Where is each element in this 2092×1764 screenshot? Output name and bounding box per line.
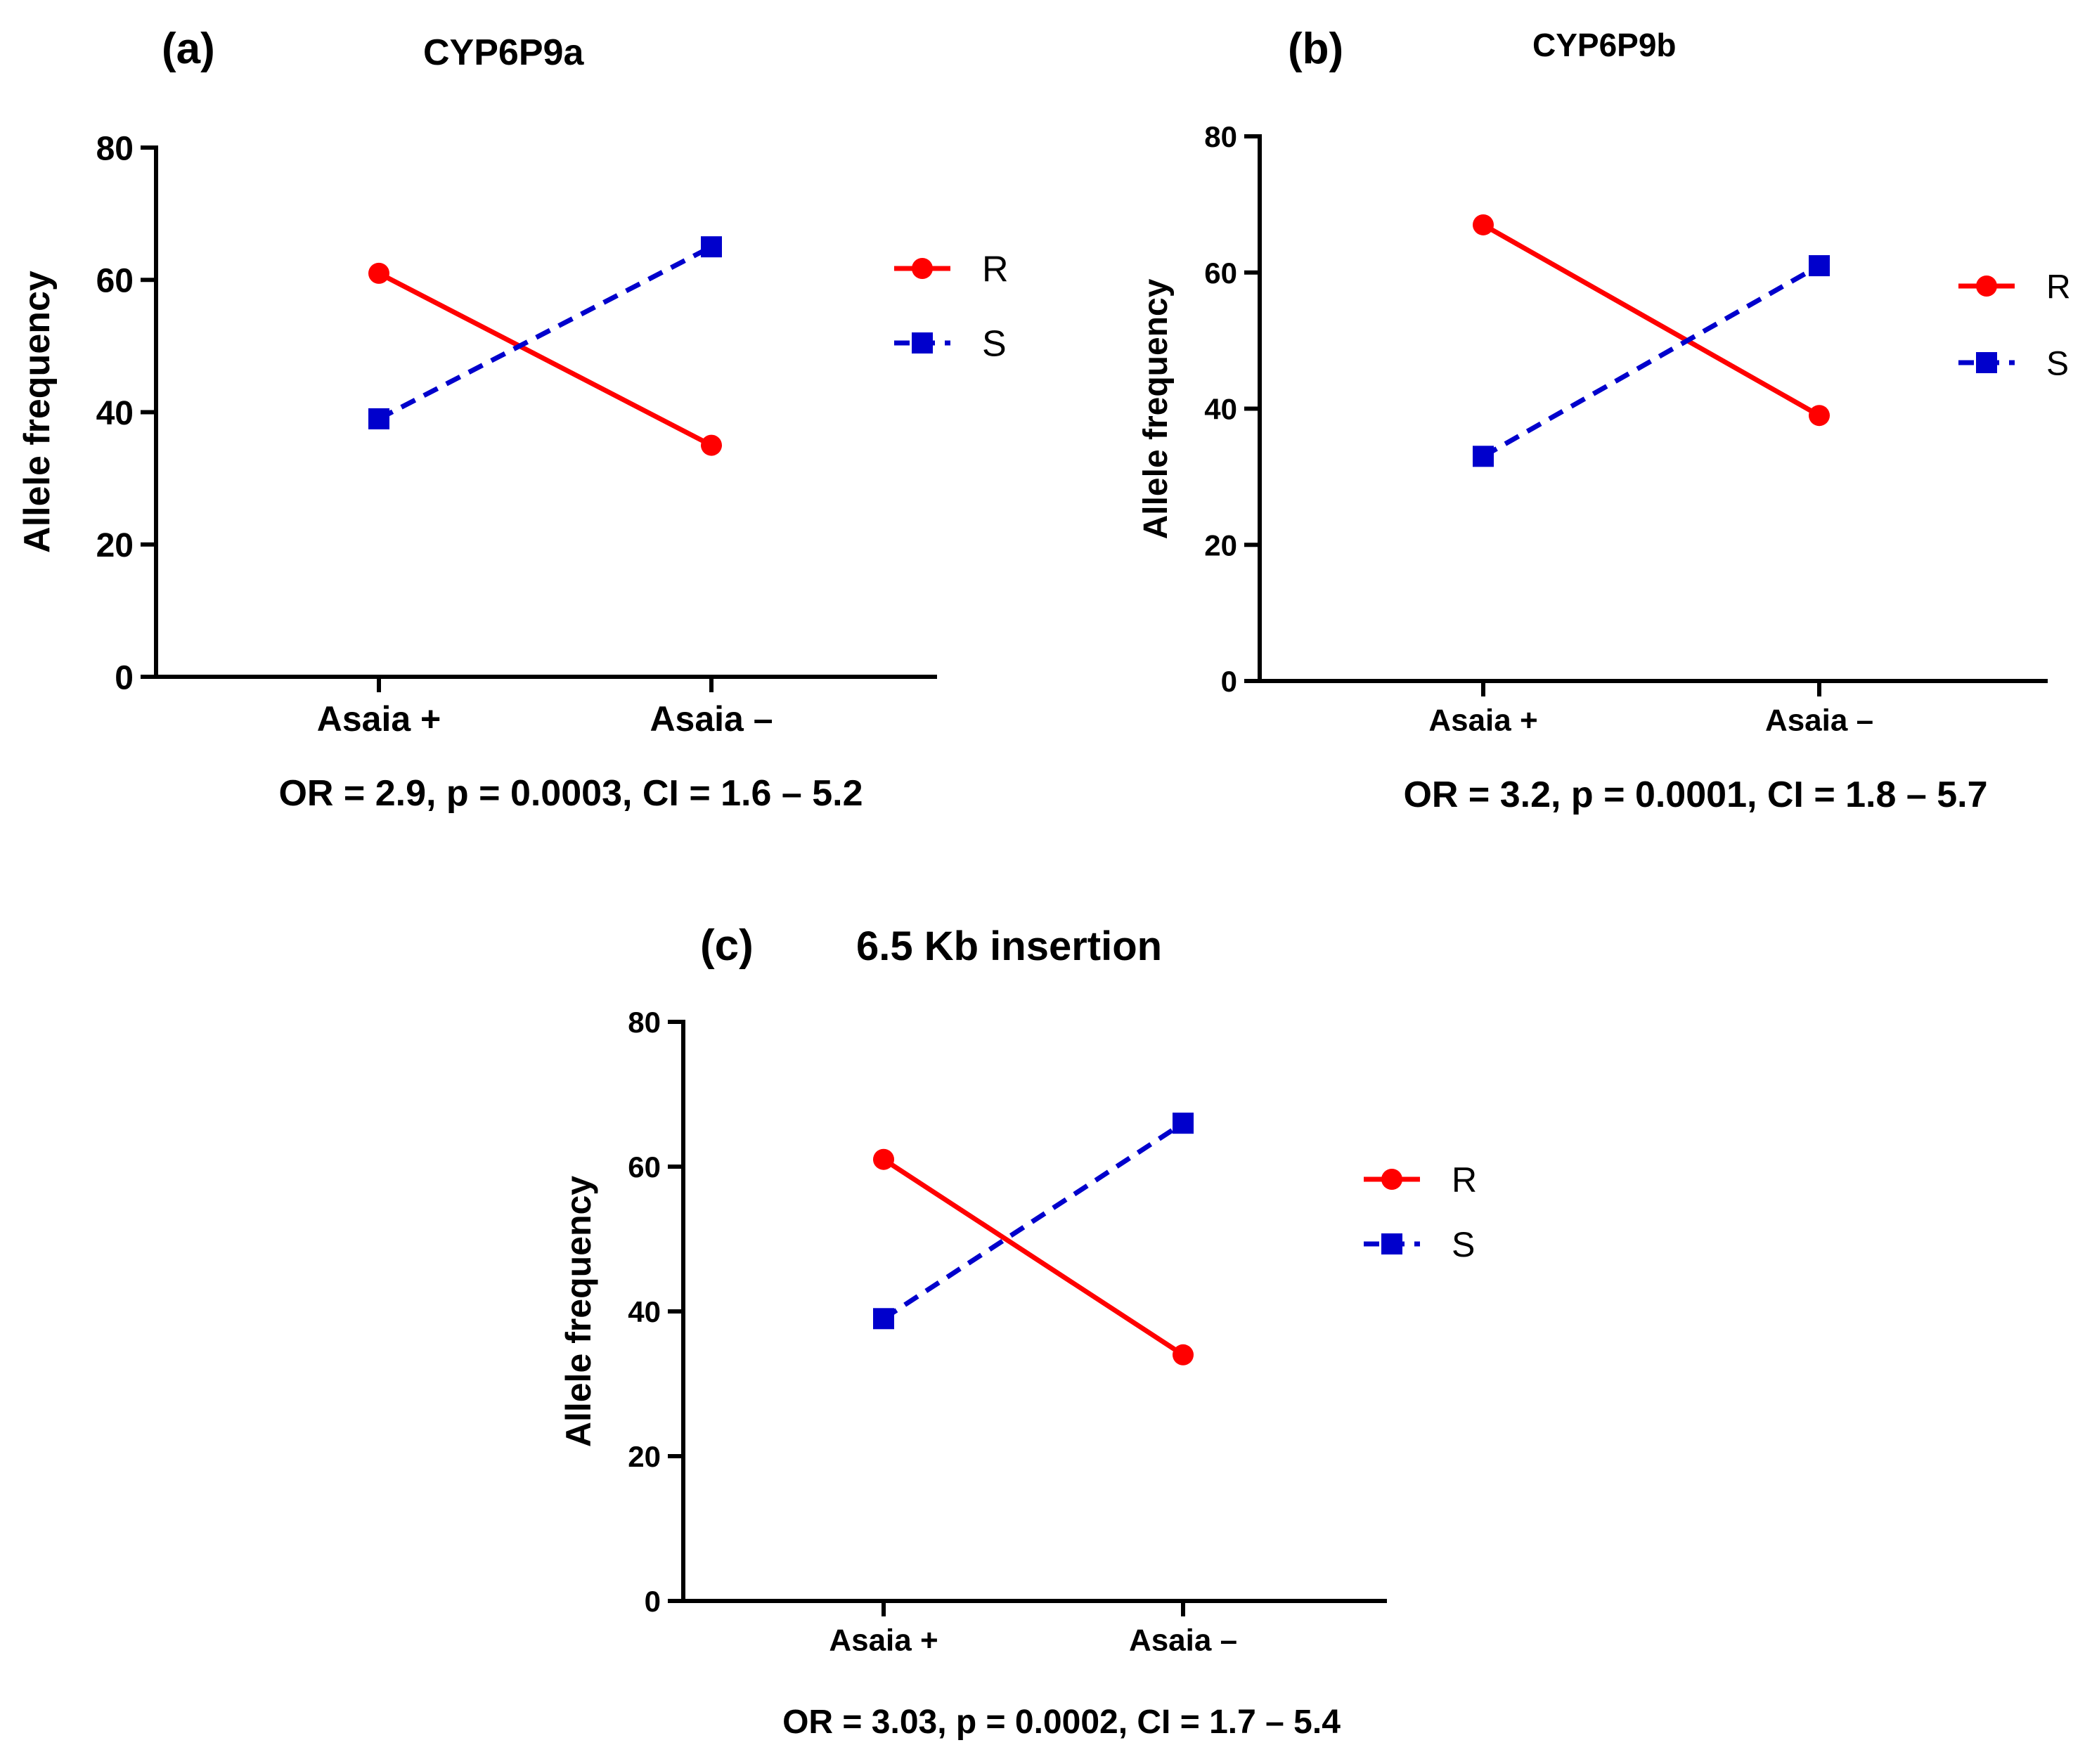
y-axis-label: Allele frequency	[17, 271, 58, 553]
panel-a: (a) CYP6P9a 0 20 40 60 80 Asaia + Asaia – Allel…	[17, 25, 1009, 814]
legend-label-S: S	[2046, 345, 2069, 382]
series-line-S	[377, 245, 713, 422]
series-line-R	[882, 1157, 1184, 1357]
legend-label-S: S	[1452, 1225, 1475, 1264]
y-tick-label: 20	[96, 527, 134, 564]
legend-label-S: S	[982, 324, 1007, 365]
legend-label-R: R	[2046, 268, 2071, 306]
data-point-R	[1473, 214, 1494, 235]
y-tick-label: 80	[628, 1006, 661, 1039]
x-tick-label: Asaia –	[1765, 703, 1873, 737]
data-point-S	[1809, 255, 1830, 277]
data-point-R	[1809, 405, 1830, 427]
y-tick-label: 0	[115, 659, 134, 696]
y-tick-label: 0	[1221, 665, 1237, 698]
y-tick-label: 60	[1204, 257, 1237, 290]
data-point-S	[701, 236, 722, 258]
panel-a-stats: OR = 2.9, p = 0.0003, CI = 1.6 – 5.2	[278, 773, 863, 814]
panel-a-title: CYP6P9a	[423, 32, 584, 73]
panel-c-plot: 0 20 40 60 80 Asaia + Asaia – Allele frequency R…	[559, 1006, 1477, 1657]
legend-label-R: R	[1452, 1160, 1477, 1200]
series-line-R	[377, 271, 713, 448]
y-tick-label: 80	[96, 130, 134, 167]
y-tick-label: 40	[628, 1295, 661, 1328]
panel-a-plot: 0 20 40 60 80 Asaia + Asaia – Allele frequency R…	[17, 130, 1009, 739]
series-line-R	[1482, 222, 1821, 418]
x-tick-label: Asaia +	[829, 1623, 938, 1657]
panel-b-label: (b)	[1288, 25, 1343, 73]
legend-marker-R	[1381, 1169, 1402, 1190]
panel-c-stats: OR = 3.03, p = 0.0002, CI = 1.7 – 5.4	[782, 1704, 1341, 1741]
panel-b-plot: 0 20 40 60 80 Asaia + Asaia – Allele frequency R…	[1137, 120, 2071, 737]
y-tick-label: 0	[645, 1585, 661, 1618]
data-point-S	[368, 408, 389, 429]
x-tick-label: Asaia –	[650, 699, 773, 739]
data-point-R	[701, 434, 722, 456]
y-tick-label: 20	[1204, 528, 1237, 562]
panel-b: (b) CYP6P9b 0 20 40 60 80 Asaia + Asaia – Allel…	[1137, 25, 2071, 815]
panel-c-label: (c)	[700, 921, 754, 970]
panel-c: (c) 6.5 Kb insertion 0 20 40 60 80 Asaia + Asa…	[559, 921, 1477, 1741]
data-point-S	[1173, 1113, 1194, 1134]
y-axis-label: Allele frequency	[1137, 278, 1175, 539]
panel-b-stats: OR = 3.2, p = 0.0001, CI = 1.8 – 5.7	[1403, 774, 1987, 815]
data-point-S	[1473, 446, 1494, 467]
y-tick-label: 40	[96, 395, 134, 432]
y-tick-label: 60	[628, 1150, 661, 1183]
data-point-R	[368, 262, 389, 284]
legend-label-R: R	[982, 249, 1009, 290]
series-line-S	[1482, 264, 1821, 459]
x-tick-label: Asaia +	[1428, 703, 1537, 737]
legend-marker-S	[912, 332, 933, 354]
legend-marker-R	[1976, 275, 1997, 297]
legend-marker-S	[1381, 1233, 1402, 1254]
legend-marker-R	[912, 258, 933, 279]
panel-b-title: CYP6P9b	[1532, 27, 1677, 63]
x-tick-label: Asaia –	[1129, 1623, 1237, 1657]
panel-c-title: 6.5 Kb insertion	[856, 923, 1162, 969]
legend-marker-S	[1976, 352, 1997, 373]
y-tick-label: 80	[1204, 120, 1237, 153]
x-tick-label: Asaia +	[317, 699, 441, 739]
series-line-S	[882, 1121, 1184, 1321]
data-point-S	[873, 1308, 894, 1330]
y-tick-label: 20	[628, 1440, 661, 1473]
y-tick-label: 40	[1204, 393, 1237, 426]
panel-a-label: (a)	[162, 25, 215, 73]
y-axis-label: Allele frequency	[559, 1176, 598, 1447]
y-tick-label: 60	[96, 263, 134, 300]
data-point-R	[873, 1148, 894, 1170]
data-point-R	[1173, 1344, 1194, 1366]
